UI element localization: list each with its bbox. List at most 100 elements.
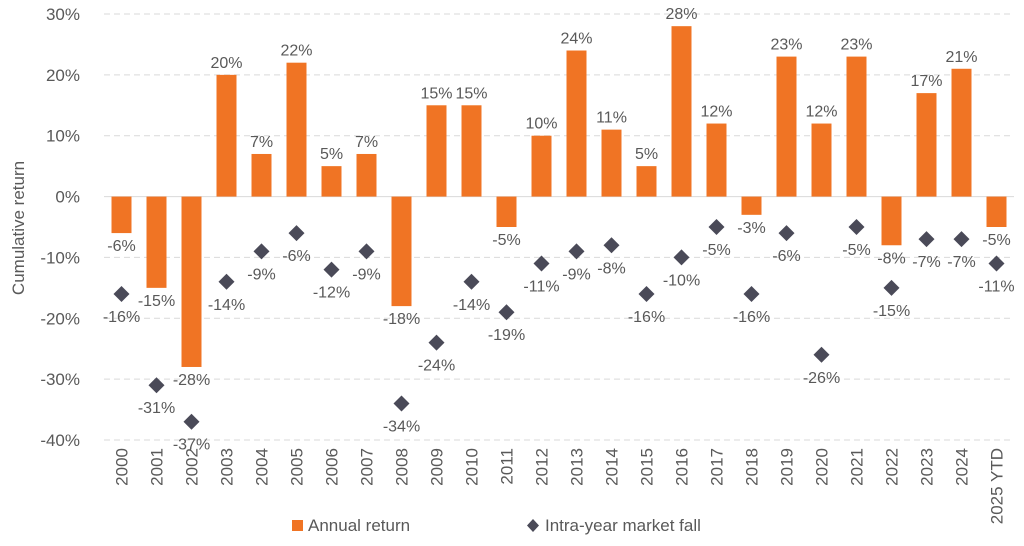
diamond-marker [428,334,445,351]
diamond-data-label: -15% [873,303,910,320]
bar-data-label: 20% [210,55,242,72]
bar-annual-return [216,74,237,197]
bar-data-label: 5% [635,146,658,163]
x-tick-label: 2007 [358,448,377,486]
bar-annual-return [706,123,727,197]
bar-data-label: 7% [250,134,273,151]
diamond-data-label: -24% [418,358,455,375]
bar-data-label: 17% [910,73,942,90]
y-tick-label: 30% [46,5,80,24]
x-tick-label: 2005 [288,448,307,486]
bar-series: -6% -15% -28% 20% 7% 22% 5% 7% -18% 15% 15% -5% 10% 2… [107,6,1010,389]
diamond-marker [183,413,200,430]
diamond-marker [988,255,1005,272]
diamond-marker [638,285,655,302]
bar-annual-return [496,196,517,227]
bar-data-label: 15% [455,85,487,102]
diamond-data-label: -7% [947,254,975,271]
y-tick-label: -20% [40,309,80,328]
bar-data-label: 7% [355,134,378,151]
diamond-marker [568,243,585,260]
diamond-data-label: -6% [772,248,800,265]
bar-annual-return [181,196,202,367]
diamond-marker [708,219,725,235]
x-tick-label: 2019 [778,448,797,486]
bar-annual-return [951,68,972,197]
x-tick-label: 2006 [323,448,342,486]
bar-annual-return [391,196,412,307]
diamond-marker [463,273,480,290]
bar-data-label: 21% [945,49,977,66]
diamond-marker [148,377,165,394]
bar-annual-return [426,105,447,197]
diamond-data-label: -31% [138,400,175,417]
diamond-series: -16%-31%-37%-14%-9%-6%-12%-9%-34%-24%-14… [103,219,1015,454]
x-tick-label: 2015 [638,448,657,486]
bar-annual-return [601,129,622,197]
x-tick-label: 2000 [113,448,132,486]
bar-data-label: -5% [492,232,520,249]
bar-data-label: 15% [420,85,452,102]
bar-annual-return [321,166,342,197]
diamond-marker [813,346,830,363]
legend: Annual return Intra-year market fall [292,516,701,535]
bar-annual-return [531,135,552,197]
x-tick-label: 2017 [708,448,727,486]
y-axis-label: Cumulative return [9,161,28,295]
x-tick-label: 2010 [463,448,482,486]
diamond-data-label: -5% [702,242,730,259]
bar-annual-return [881,196,902,246]
bar-annual-return [286,62,307,197]
x-tick-label: 2023 [918,448,937,486]
diamond-marker [358,243,375,260]
legend-swatch-annual-return [292,520,303,531]
bar-annual-return [146,196,167,288]
bar-annual-return [986,196,1007,227]
y-tick-label: -10% [40,248,80,267]
bar-data-label: -15% [138,293,175,310]
diamond-data-label: -10% [663,272,700,289]
diamond-marker [323,261,340,278]
bar-data-label: 24% [560,31,592,48]
y-tick-label: 0% [55,188,80,207]
diamond-data-label: -34% [383,418,420,435]
diamond-marker [498,304,515,321]
bar-data-label: 22% [280,43,312,60]
bar-data-label: -28% [173,372,210,389]
x-axis-ticks: 2000 2001 2002 2003 2004 2005 2006 2007 2008 2009… [113,448,1007,524]
x-tick-label: 2004 [253,448,272,486]
diamond-data-label: -12% [313,285,350,302]
diamond-marker [778,225,795,242]
y-tick-label: 20% [46,66,80,85]
diamond-marker [673,249,690,266]
bar-data-label: 28% [665,6,697,23]
bar-annual-return [776,56,797,197]
x-tick-label: 2022 [883,448,902,486]
diamond-marker [393,395,410,412]
bar-annual-return [111,196,132,234]
x-tick-label: 2016 [673,448,692,486]
legend-label-intra-year-fall: Intra-year market fall [545,516,701,535]
diamond-marker [533,255,550,272]
diamond-marker [883,279,900,296]
diamond-data-label: -7% [912,254,940,271]
x-tick-label: 2011 [498,448,517,485]
diamond-data-label: -19% [488,327,525,344]
bar-annual-return [916,93,937,197]
diamond-marker [743,285,760,302]
bar-annual-return [566,50,587,197]
x-tick-label: 2024 [953,448,972,486]
y-axis-ticks: 30% 20% 10% 0% -10% -20% -30% -40% [40,5,80,450]
x-tick-label: 2025 YTD [988,448,1007,524]
diamond-data-label: -5% [842,242,870,259]
bar-data-label: 12% [805,104,837,121]
bar-data-label: -3% [737,220,765,237]
diamond-marker [603,237,620,254]
diamond-marker [918,231,935,248]
diamond-data-label: -11% [978,279,1014,296]
diamond-data-label: -11% [523,279,559,296]
bar-annual-return [741,196,762,215]
x-tick-label: 2009 [428,448,447,486]
bar-data-label: -5% [982,232,1010,249]
